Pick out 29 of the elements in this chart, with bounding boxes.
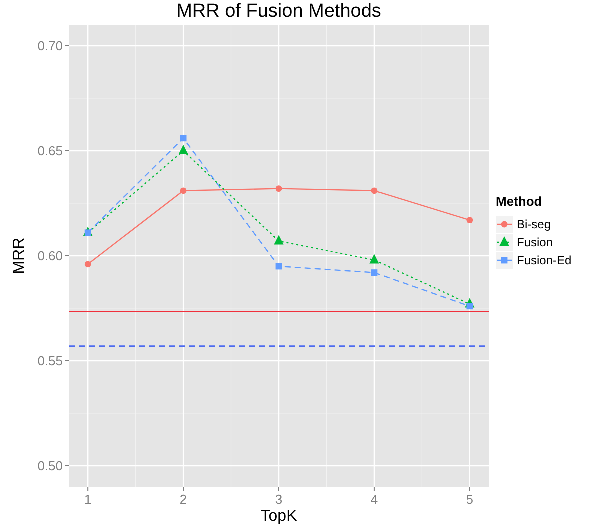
- point: [276, 186, 282, 192]
- legend-label: Fusion-Ed: [517, 254, 572, 268]
- y-tick-label: 0.70: [38, 38, 63, 54]
- chart-title: MRR of Fusion Methods: [176, 1, 382, 22]
- legend-title: Method: [496, 194, 542, 209]
- point: [84, 261, 92, 268]
- y-axis-title: MRR: [11, 238, 28, 274]
- y-tick-label: 0.55: [38, 354, 63, 369]
- x-tick-label: 3: [275, 492, 283, 507]
- point: [370, 254, 380, 264]
- point: [466, 217, 474, 224]
- x-tick-label: 1: [84, 492, 92, 507]
- x-tick-label: 5: [466, 492, 474, 507]
- point: [178, 145, 188, 154]
- y-tick-label: 0.65: [38, 144, 63, 159]
- point: [371, 270, 378, 276]
- x-tick-label: 4: [370, 492, 378, 507]
- point: [274, 235, 284, 245]
- x-tick-label: 2: [180, 492, 188, 507]
- legend-label: Fusion: [517, 236, 554, 250]
- y-tick-label: 0.50: [38, 458, 63, 474]
- point: [180, 135, 187, 142]
- point: [180, 188, 187, 194]
- y-tick-label: 0.60: [38, 248, 63, 264]
- legend-label: Bi-seg: [517, 218, 552, 232]
- point: [371, 188, 378, 194]
- x-axis-title: TopK: [260, 508, 298, 525]
- point: [84, 230, 92, 236]
- point: [466, 303, 474, 310]
